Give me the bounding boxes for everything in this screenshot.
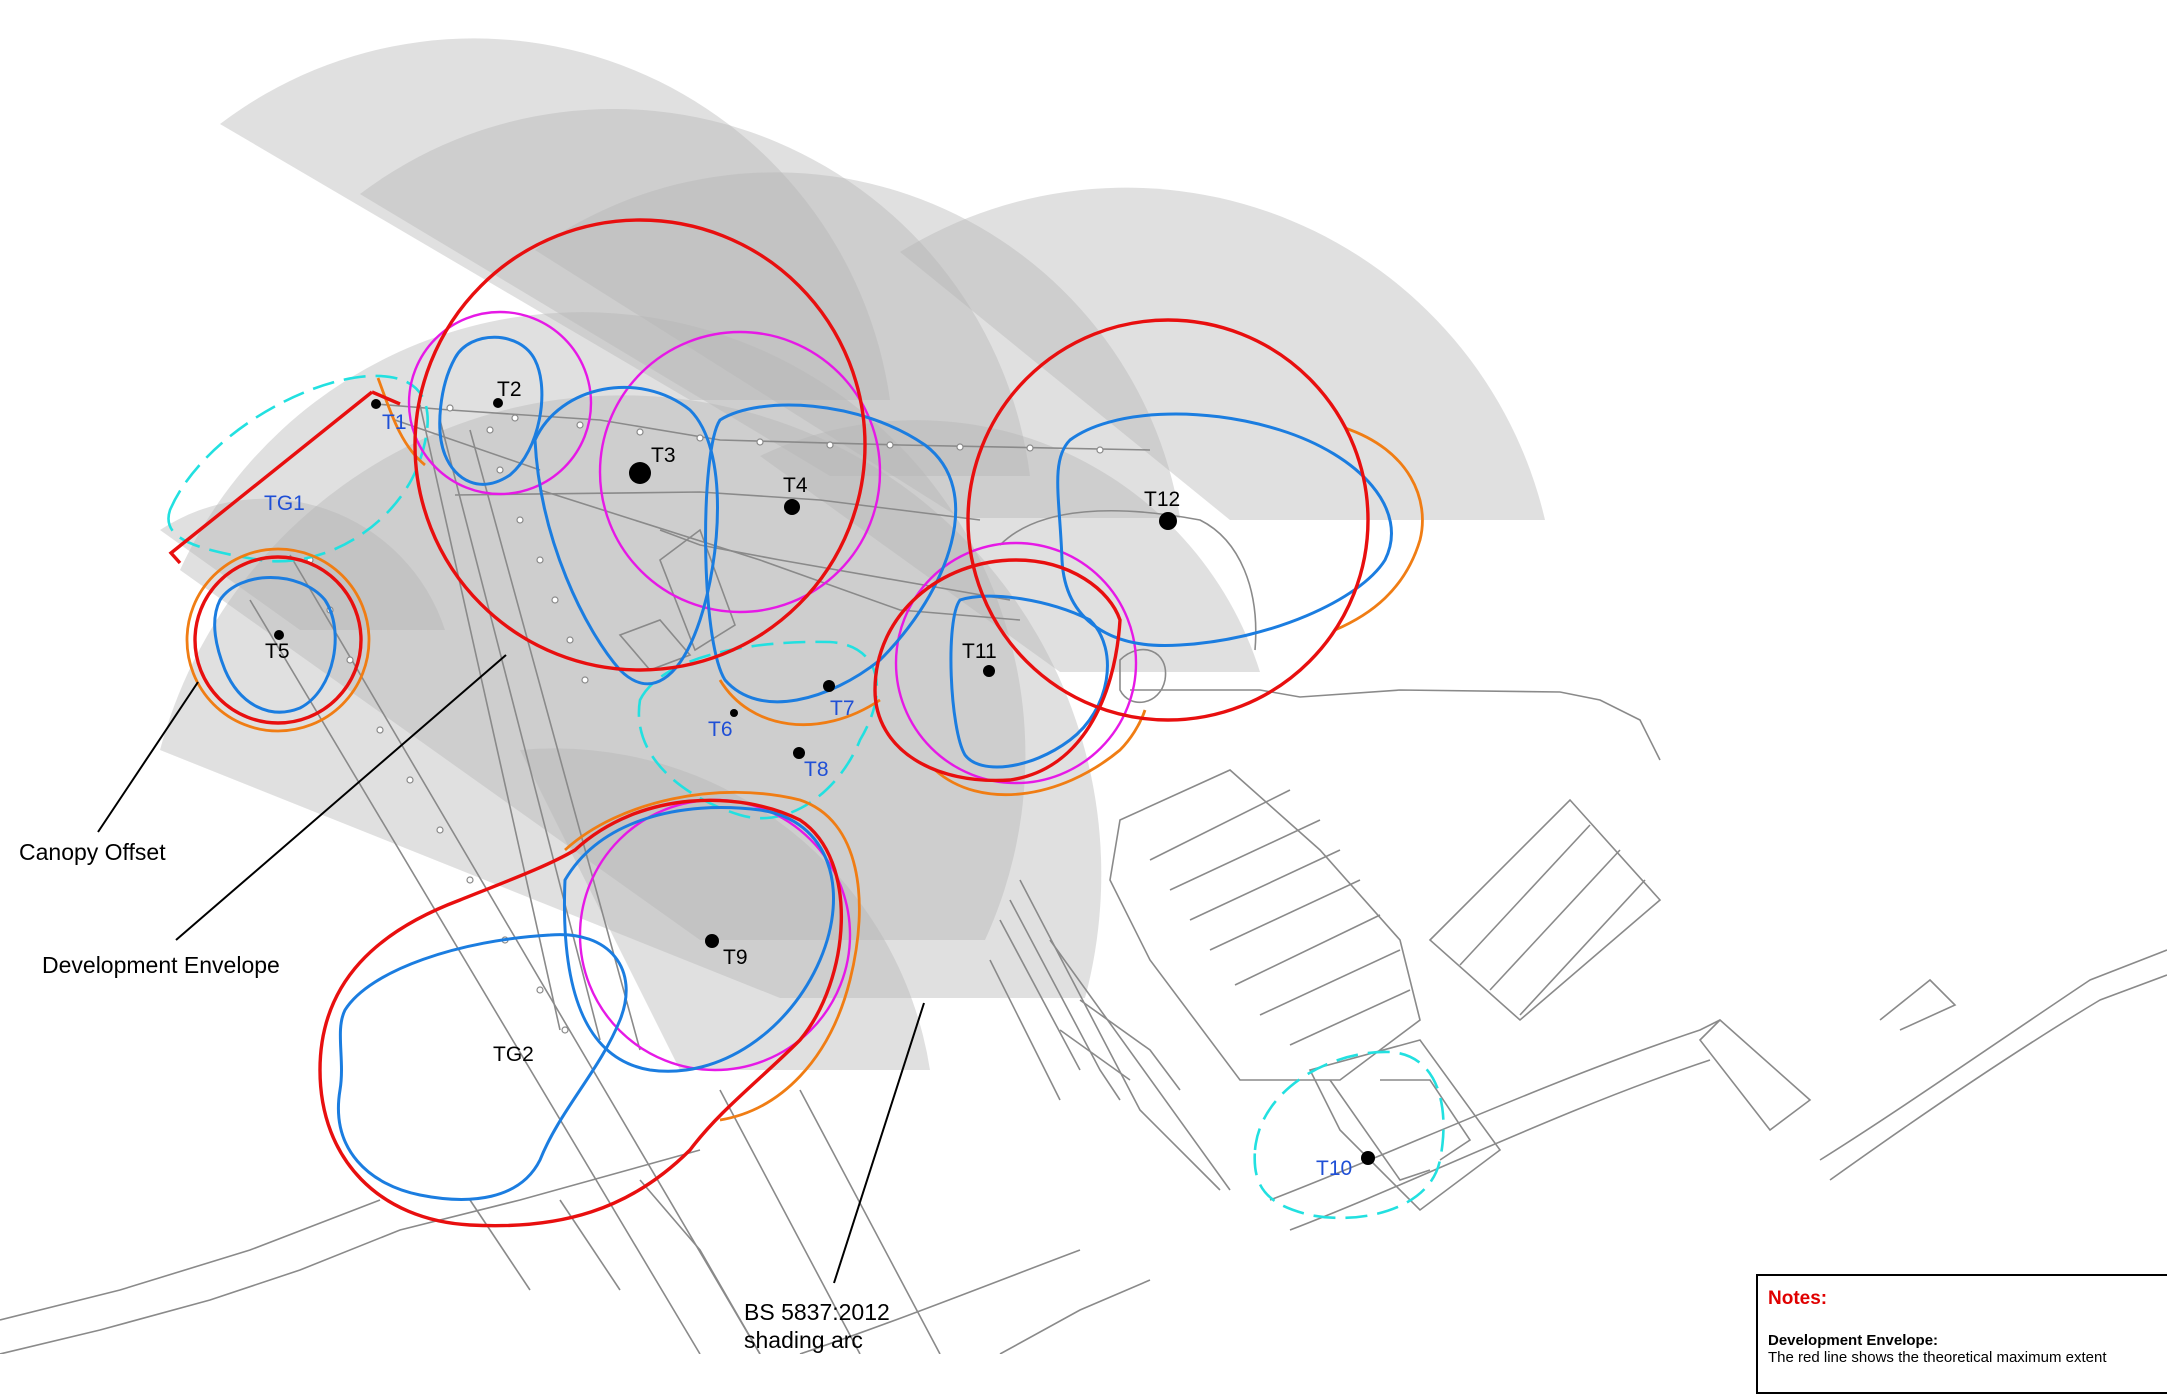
tree-marker-t9 [705, 934, 719, 948]
callout-canopy-offset: Canopy Offset [19, 839, 166, 865]
leader-canopy-offset [97, 681, 199, 833]
callout-development-envelope: Development Envelope [42, 952, 280, 978]
t10-outline [1253, 1050, 1445, 1220]
tree-marker-t5 [274, 630, 284, 640]
envelope-t1-edge [371, 390, 401, 406]
canopy-offset [185, 377, 1424, 1122]
canopy-t5 [185, 547, 371, 733]
envelope-t5 [193, 555, 363, 725]
label-t1: T1 [382, 411, 407, 434]
label-t8: T8 [804, 758, 829, 781]
shading-arc-t12 [900, 187, 1545, 520]
tree-constraints-plan: T1 T2 T3 T4 T5 T6 T7 T8 T9 T10 T11 T12 T… [0, 38, 2167, 1354]
rpa-t9 [562, 806, 835, 1073]
tree-marker-t4 [784, 499, 800, 515]
label-t7: T7 [830, 697, 855, 720]
shading-arc-t3 [360, 108, 1030, 476]
shading-arc-t5 [160, 498, 445, 630]
rpa-t3 [533, 385, 719, 686]
envelope-t11 [873, 558, 1122, 783]
callout-leaders [97, 654, 925, 1284]
label-tg2: TG2 [493, 1043, 534, 1066]
label-t6: T6 [708, 718, 733, 741]
notes-box: Notes: Development Envelope: The red lin… [1756, 1274, 2167, 1394]
notes-body: The red line shows the theoretical maxim… [1768, 1349, 2107, 1366]
label-t5: T5 [265, 640, 290, 663]
tree-marker-t3 [629, 462, 651, 484]
crown-t11 [894, 541, 1138, 785]
crown-t2 [407, 310, 593, 496]
shading-arc-t2 [220, 38, 890, 401]
label-t2: T2 [497, 378, 522, 401]
tree-markers [274, 398, 1375, 1165]
canopy-t2-t1 [376, 377, 426, 467]
rpa-t12 [1056, 412, 1393, 648]
tree-marker-t10 [1361, 1151, 1375, 1165]
callouts: Canopy Offset Development Envelope BS 58… [19, 839, 890, 1353]
label-t9: T9 [723, 946, 748, 969]
notes-subtitle: Development Envelope: [1768, 1332, 1939, 1349]
label-t12: T12 [1144, 488, 1180, 511]
envelope-t1-tg1 [168, 390, 374, 565]
tree-marker-t6 [730, 709, 738, 717]
envelope-t9-tg2 [318, 798, 844, 1228]
label-t4: T4 [783, 474, 808, 497]
tree-marker-t1 [371, 399, 381, 409]
rpa-t11 [949, 594, 1109, 769]
shading-arc-tg1 [180, 312, 1026, 940]
rpa-t5 [213, 576, 337, 714]
shading-arc-t6 [160, 395, 1102, 998]
notes-title: Notes: [1768, 1288, 1828, 1309]
envelope-t3 [413, 218, 867, 672]
canopy-t7 [718, 679, 881, 727]
shading-arc-t4 [535, 172, 1180, 518]
envelope-t12 [966, 318, 1370, 722]
leader-shading-arc [833, 1002, 925, 1284]
crown-t4 [598, 330, 882, 614]
shading-arc-t11 [760, 420, 1260, 672]
tree-labels: T1 T2 T3 T4 T5 T6 T7 T8 T9 T10 T11 T12 T… [264, 378, 1352, 1180]
rpa-tg2 [337, 933, 628, 1201]
callout-shading-arc-line1: BS 5837:2012 [744, 1299, 890, 1325]
rpa-t2 [438, 335, 544, 486]
tg1-outline [167, 374, 429, 563]
canopy-t12 [1334, 426, 1424, 632]
tree-marker-t12 [1159, 512, 1177, 530]
leader-development-envelope [175, 654, 507, 941]
callout-shading-arc-line2: shading arc [744, 1327, 863, 1353]
canopy-t9 [564, 790, 861, 1122]
root-protection-areas [213, 335, 1393, 1201]
label-tg1: TG1 [264, 492, 305, 515]
tree-marker-t2 [493, 398, 503, 408]
tree-marker-t7 [823, 680, 835, 692]
development-envelope [168, 218, 1370, 1228]
tree-marker-t8 [793, 747, 805, 759]
tree-marker-t11 [983, 665, 995, 677]
canopy-t11 [934, 709, 1147, 797]
label-t11: T11 [962, 640, 997, 663]
label-t10: T10 [1316, 1157, 1352, 1180]
label-t3: T3 [651, 444, 676, 467]
